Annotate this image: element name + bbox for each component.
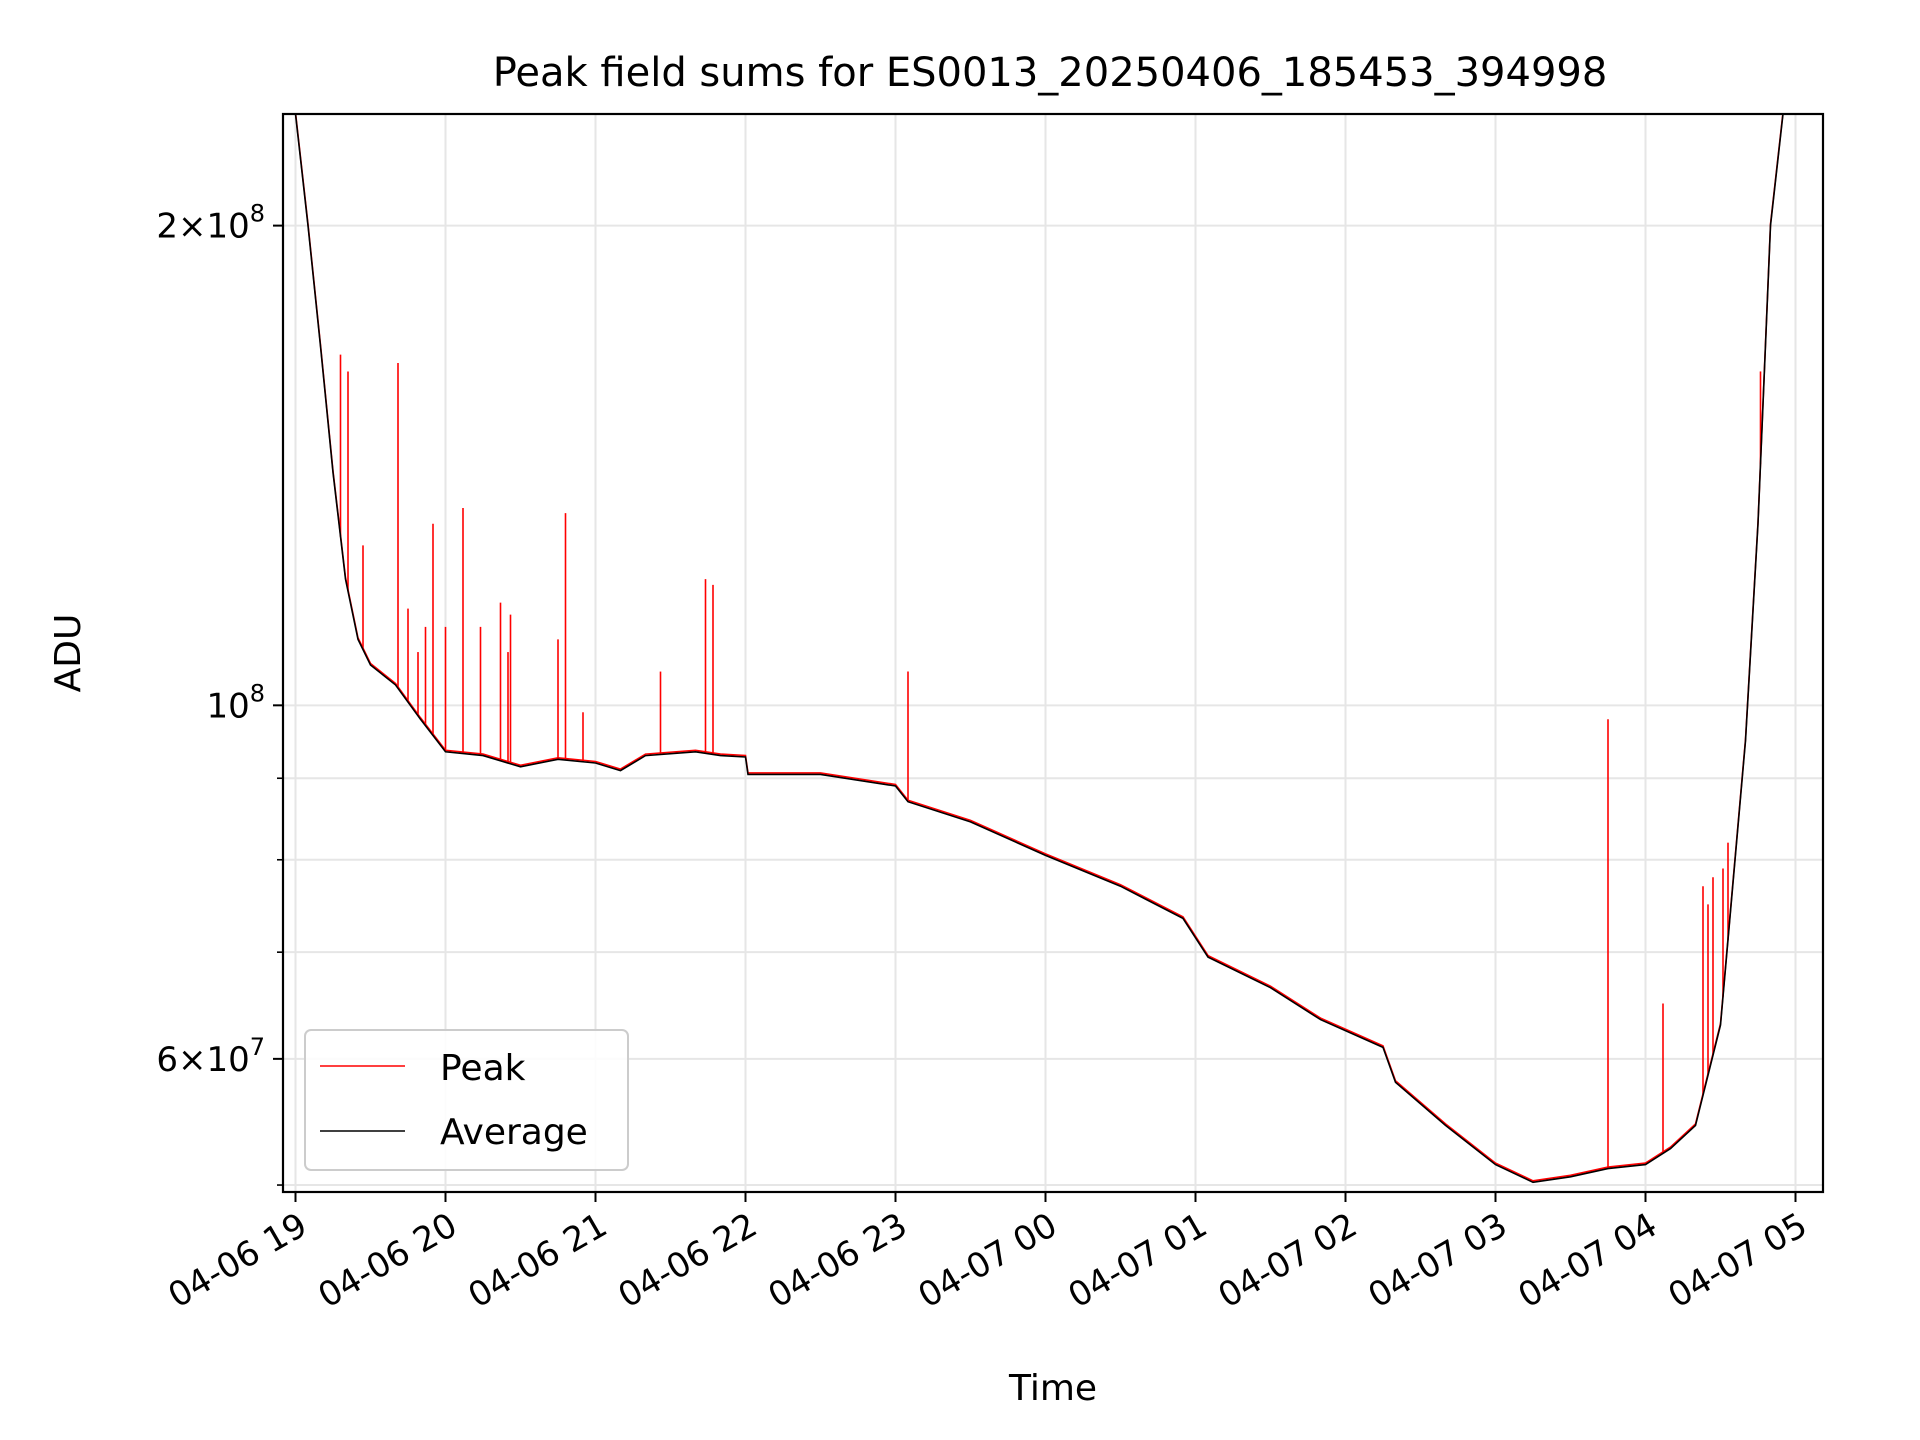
y-tick-label: 6×107 (156, 1033, 265, 1080)
y-tick-label: 2×108 (156, 200, 265, 247)
legend: Peak Average (304, 1029, 629, 1171)
y-axis-label: ADU (48, 614, 89, 693)
series-average-line (283, 114, 1823, 1184)
chart-title: Peak field sums for ES0013_20250406_1854… (493, 50, 1608, 96)
legend-peak-label: Peak (440, 1048, 526, 1089)
plot-frame (281, 112, 1825, 1194)
y-tick-label: 108 (206, 679, 265, 726)
legend-box (304, 1029, 629, 1171)
grid-lines (283, 114, 1823, 1192)
legend-average-label: Average (440, 1112, 588, 1153)
x-axis-label: Time (1008, 1368, 1097, 1409)
y-axis-ticks: 2×108 108 6×107 (156, 200, 283, 1186)
series-layer (283, 114, 1823, 1184)
